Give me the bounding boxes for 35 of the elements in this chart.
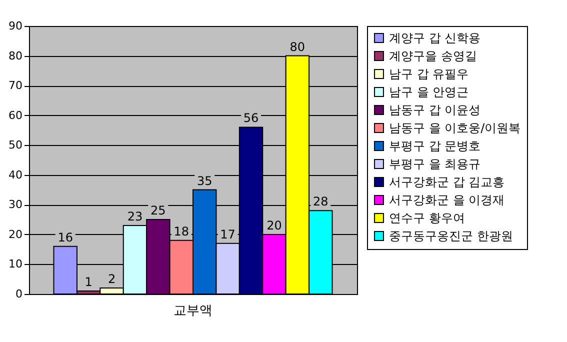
- y-tick-label: 90: [8, 20, 22, 32]
- y-tick-label: 70: [8, 79, 22, 92]
- legend-label: 서구강화군 을 이경재: [389, 193, 505, 207]
- legend-label: 서구강화군 갑 김교흥: [389, 175, 505, 189]
- data-label: 56: [243, 111, 259, 126]
- y-tick-label: 0: [16, 288, 22, 300]
- data-label: 17: [220, 227, 236, 242]
- data-label: 1: [84, 275, 92, 290]
- legend-label: 중구동구옹진군 한광원: [389, 229, 513, 243]
- legend-label: 남구 갑 유필우: [389, 67, 469, 81]
- x-tick-label: 교부액: [174, 304, 212, 318]
- legend-label: 남동구 을 이호웅/이원복: [389, 121, 521, 135]
- y-tick-label: 80: [8, 49, 22, 62]
- legend-label: 남동구 갑 이윤성: [389, 103, 481, 117]
- data-label: 25: [150, 204, 166, 218]
- legend-label: 남구 을 안영근: [389, 85, 469, 99]
- legend-label: 부평구 갑 문병호: [389, 139, 481, 153]
- y-tick-label: 30: [8, 198, 22, 212]
- y-tick-label: 60: [8, 108, 22, 122]
- legend-label: 부평구 을 최용규: [389, 157, 481, 171]
- data-label: 20: [266, 218, 282, 232]
- data-label: 80: [290, 40, 306, 54]
- data-label: 35: [196, 174, 212, 188]
- y-tick-label: 40: [8, 168, 22, 182]
- legend-label: 계양구 갑 신학용: [389, 31, 481, 45]
- y-tick-label: 50: [8, 138, 22, 152]
- y-tick-label: 20: [8, 228, 22, 241]
- legend-label: 계양구을 송영길: [389, 49, 477, 63]
- data-label: 28: [313, 194, 328, 209]
- data-label: 2: [108, 272, 116, 286]
- y-tick-label: 10: [8, 258, 22, 271]
- data-label: 16: [58, 230, 73, 244]
- data-label: 18: [174, 224, 190, 238]
- legend-label: 연수구 황우여: [389, 211, 465, 225]
- data-label: 23: [127, 210, 143, 224]
